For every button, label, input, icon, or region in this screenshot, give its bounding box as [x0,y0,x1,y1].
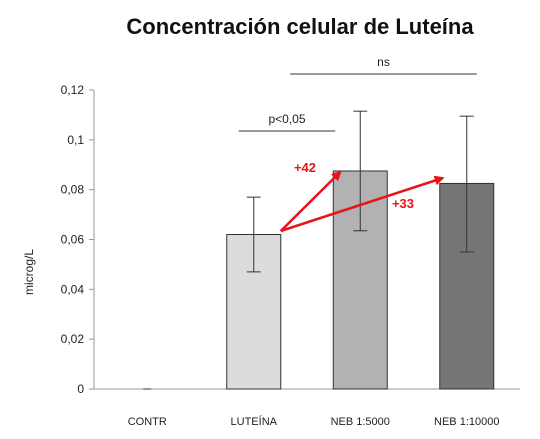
significance-label: p<0,05 [268,112,305,126]
significance-brackets: p<0,05 ns [238,55,477,132]
x-axis-labels: CONTR LUTEÍNA NEB 1:5000 NEB 1:10000 [128,415,500,428]
y-tick-label: 0,08 [61,183,85,197]
increase-arrows: +42 +33 [279,160,445,233]
significance-label: ns [377,55,390,69]
y-tick-label: 0,06 [61,233,85,247]
increase-label: +42 [294,160,316,175]
y-tick-label: 0,02 [61,332,85,346]
increase-label: +33 [392,196,414,211]
y-axis: 0 0,02 0,04 0,06 0,08 0,1 0,12 [61,83,520,396]
x-tick-label: LUTEÍNA [231,415,278,428]
x-tick-label: CONTR [128,416,167,428]
y-tick-label: 0,04 [61,282,85,296]
increase-arrow [280,175,445,233]
bars [143,170,495,390]
y-tick-label: 0 [77,382,84,396]
x-tick-label: NEB 1:5000 [331,416,390,428]
chart-title: Concentración celular de Luteína [126,14,474,39]
bar-2 [332,170,388,390]
y-tick-label: 0,1 [67,133,84,147]
x-tick-label: NEB 1:10000 [434,416,499,428]
error-bars [246,110,474,273]
y-tick-label: 0,12 [61,83,85,97]
increase-arrow [279,170,342,232]
y-axis-label: microg/L [22,249,36,295]
